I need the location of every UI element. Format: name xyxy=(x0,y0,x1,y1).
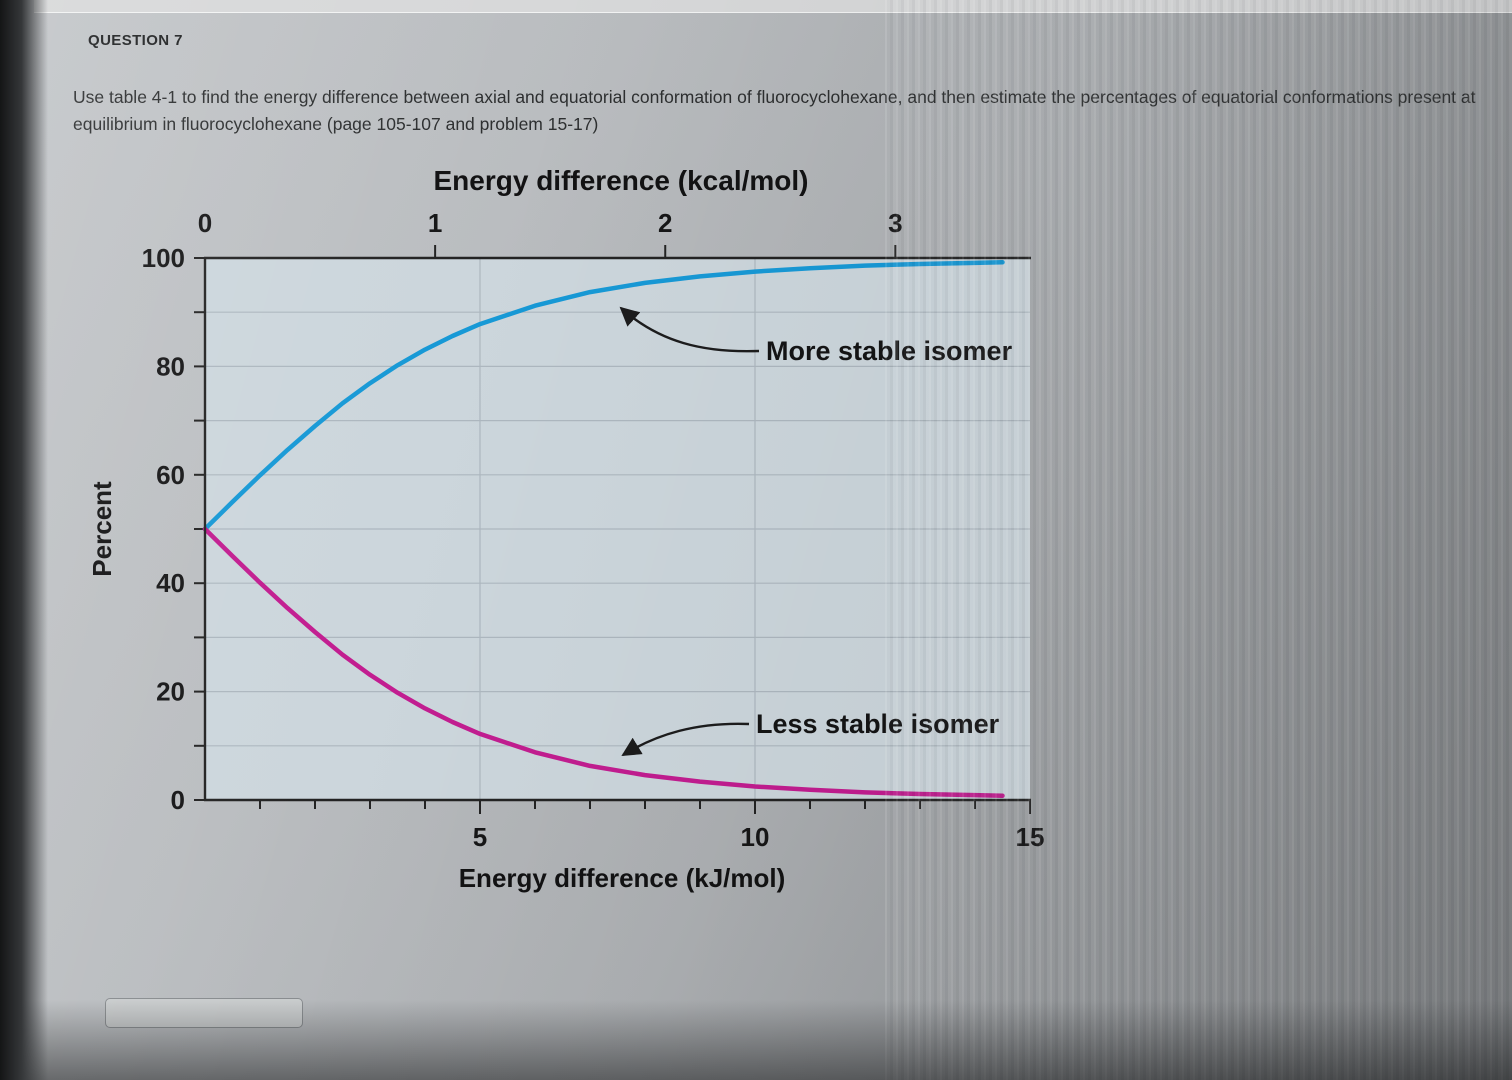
top-tick-label: 3 xyxy=(888,208,902,238)
y-tick-label: 80 xyxy=(156,351,185,381)
top-tick-label: 2 xyxy=(658,208,672,238)
top-strip xyxy=(34,0,1512,13)
top-tick-label: 1 xyxy=(428,208,442,238)
x-tick-label: 15 xyxy=(1016,822,1045,852)
isomer-percent-chart: 0 20 40 60 80 100 0 1 2 3 5 10 15 Energy difference … xyxy=(87,165,1045,893)
question-label: QUESTION 7 xyxy=(88,32,183,49)
chart-figure: 0 20 40 60 80 100 0 1 2 3 5 10 15 Energy difference … xyxy=(85,150,1075,910)
less-stable-arrow xyxy=(621,722,750,757)
photo-left-edge xyxy=(0,0,48,1080)
question-text: Use table 4-1 to find the energy differe… xyxy=(73,87,1476,135)
curve-layer xyxy=(202,260,1005,798)
x-tick-label: 10 xyxy=(741,822,770,852)
chart-title: Energy difference (kcal/mol) xyxy=(433,165,808,196)
less-stable-label: Less stable isomer xyxy=(756,709,1000,739)
tick-layer: 0 20 40 60 80 100 0 1 2 3 5 10 15 xyxy=(142,208,1045,852)
y-tick-label: 40 xyxy=(156,568,185,598)
y-tick-label: 0 xyxy=(171,785,185,815)
more-stable-isomer-curve xyxy=(202,260,1005,532)
y-tick-label: 100 xyxy=(142,243,185,273)
more-stable-label: More stable isomer xyxy=(766,336,1013,366)
grid-layer xyxy=(205,258,1030,800)
top-tick-label: 0 xyxy=(198,208,212,238)
y-tick-label: 60 xyxy=(156,460,185,490)
y-tick-label: 20 xyxy=(156,677,185,707)
more-stable-arrow xyxy=(619,306,760,353)
y-axis-title: Percent xyxy=(87,481,117,577)
x-axis-title: Energy difference (kJ/mol) xyxy=(459,863,786,893)
answer-input[interactable] xyxy=(105,998,303,1028)
less-stable-isomer-curve xyxy=(202,526,1005,798)
x-tick-label: 5 xyxy=(473,822,487,852)
